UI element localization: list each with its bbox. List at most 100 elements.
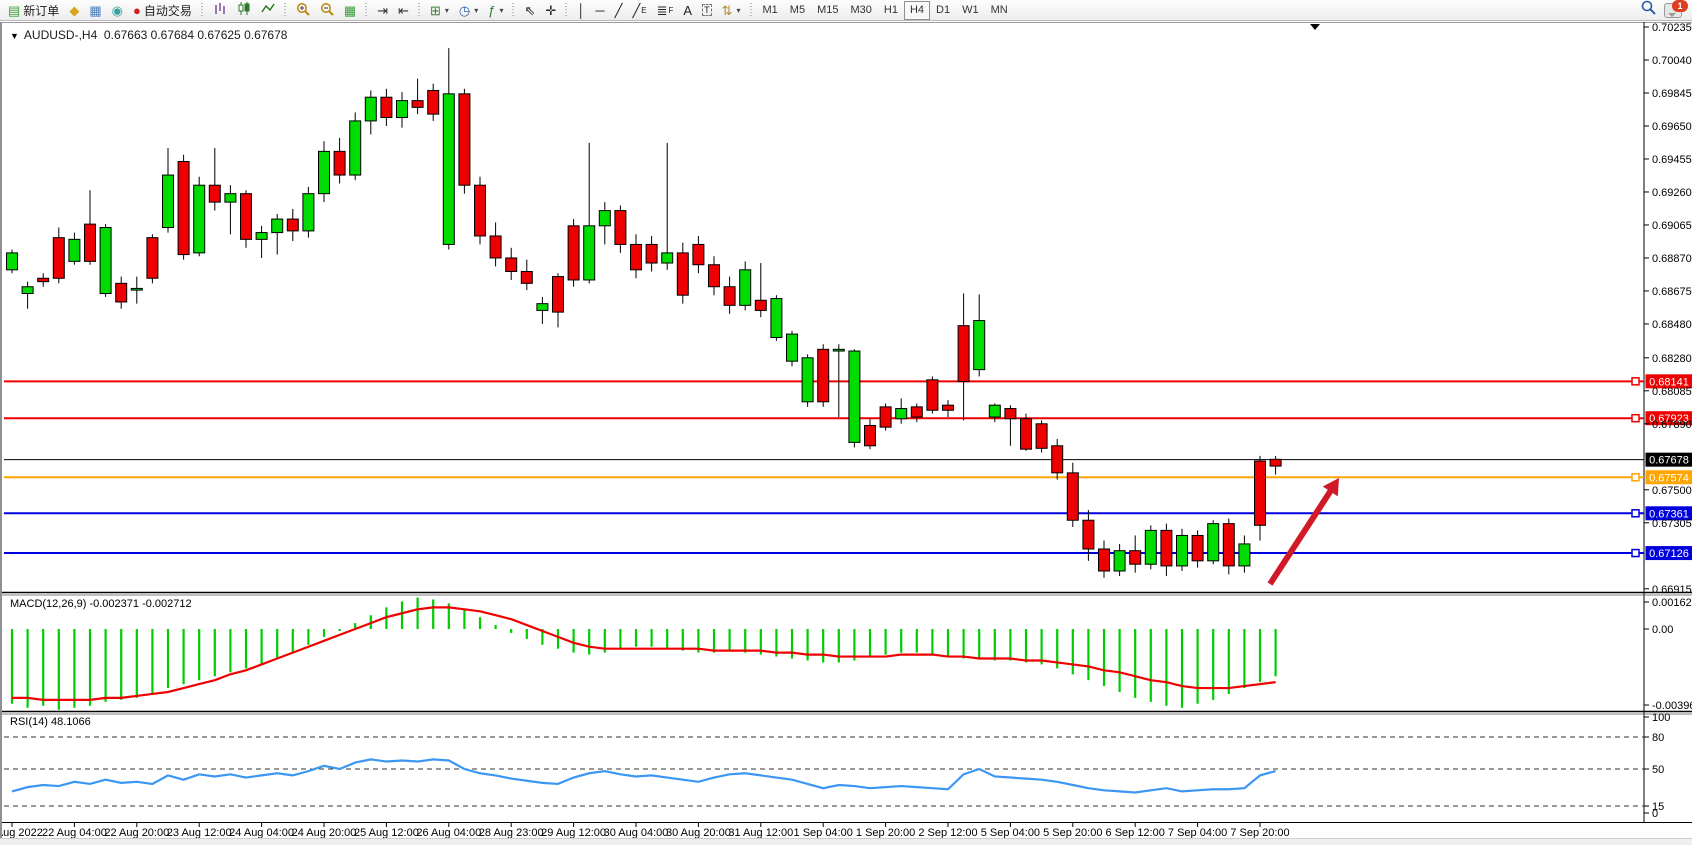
candle xyxy=(505,257,518,273)
dropdown-caret-icon: ▾ xyxy=(499,5,504,15)
time-axis-label: 30 Aug 04:00 xyxy=(604,827,669,839)
chart-shift-button[interactable]: ⇤ xyxy=(393,0,414,21)
market-watch-button[interactable]: ◆ xyxy=(64,0,84,21)
toolbar-separator xyxy=(510,2,518,18)
candle xyxy=(910,406,923,418)
candle xyxy=(567,225,580,281)
chart-shift-icon: ⇤ xyxy=(398,2,409,18)
candle xyxy=(926,379,939,411)
candle xyxy=(162,174,174,229)
chart-title-text: AUDUSD-,H4 0.67663 0.67684 0.67625 0.676… xyxy=(23,28,288,42)
candle xyxy=(973,320,986,371)
chart-canvas[interactable]: 0.68141 0.67923 0.67678 0.67574 0.67361 0.671… xyxy=(2,22,1692,845)
level-anchor-marker[interactable] xyxy=(1631,548,1640,558)
trend-arrow[interactable] xyxy=(1267,484,1337,586)
level-anchor-marker[interactable] xyxy=(1631,509,1640,518)
time-axis-label: 5 Sep 20:00 xyxy=(1043,827,1102,839)
candle xyxy=(1066,472,1079,521)
dropdown-caret-icon: ▾ xyxy=(474,5,479,15)
trend-arrow-head[interactable] xyxy=(1322,478,1339,497)
navigator-icon: ◉ xyxy=(111,2,123,18)
candle xyxy=(630,243,642,271)
candle xyxy=(349,120,362,176)
rsi-indicator-label: RSI(14) 48.1066 xyxy=(10,716,91,728)
search-icon[interactable] xyxy=(1641,0,1656,20)
time-axis-label: 22 Aug 20:00 xyxy=(104,827,169,839)
chart-dropdown-icon[interactable]: ▼ xyxy=(10,31,19,41)
level-anchor-marker[interactable] xyxy=(1631,413,1640,423)
cursor-button[interactable]: ⇖ xyxy=(519,0,540,21)
price-badge-text: 0.67361 xyxy=(1649,508,1689,520)
price-axis-label: 0.67305 xyxy=(1652,518,1692,530)
autotrading-button[interactable]: ● 自动交易 xyxy=(128,0,197,21)
price-badge xyxy=(1645,506,1692,521)
text-label-button[interactable]: T xyxy=(697,0,717,21)
price-axis-label: 0.68675 xyxy=(1652,286,1692,298)
horizontal-line-button[interactable]: ─ xyxy=(590,0,609,21)
timeframe-button-mn[interactable]: MN xyxy=(990,4,1008,16)
time-axis-label: 31 Aug 12:00 xyxy=(728,827,793,839)
candle xyxy=(318,150,330,195)
timeframe-button-m1[interactable]: M1 xyxy=(762,4,778,16)
equidistant-channel-icon: ╱ xyxy=(632,2,641,18)
candle xyxy=(442,93,455,245)
arrows-button[interactable]: ⇅ ▾ xyxy=(717,0,746,21)
templates-button[interactable]: ƒ ▾ xyxy=(483,0,508,21)
candle xyxy=(552,276,564,313)
data-window-button[interactable]: ▦ xyxy=(84,0,106,21)
tile-windows-icon: ▦ xyxy=(343,2,357,18)
auto-scroll-icon: ⇥ xyxy=(377,2,389,18)
candlestick-chart-icon xyxy=(237,2,251,18)
vertical-line-button[interactable]: │ xyxy=(572,0,590,21)
timeframe-button-h1[interactable]: H1 xyxy=(883,4,898,16)
candlestick-chart-button[interactable] xyxy=(232,0,256,21)
candle xyxy=(1160,529,1173,567)
crosshair-button[interactable]: ✛ xyxy=(540,0,561,21)
candle xyxy=(801,357,814,403)
timeframe-button-d1[interactable]: D1 xyxy=(936,4,951,16)
chat-icon[interactable]: 1 xyxy=(1664,0,1688,18)
rsi-axis-label: 100 xyxy=(1652,712,1670,724)
candle xyxy=(1082,519,1095,550)
zoom-out-button[interactable] xyxy=(315,0,339,21)
navigator-button[interactable]: ◉ xyxy=(107,0,128,21)
rsi-axis-label: 15 xyxy=(1652,801,1664,813)
candle xyxy=(739,269,752,306)
candle xyxy=(536,303,549,311)
price-axis-label: 0.67890 xyxy=(1652,419,1692,431)
autotrading-icon: ● xyxy=(132,2,141,18)
candle xyxy=(411,100,424,108)
timeframe-button-m30[interactable]: M30 xyxy=(850,4,872,16)
level-anchor-marker[interactable] xyxy=(1631,473,1640,482)
periods-button[interactable]: ◷ ▾ xyxy=(454,0,483,21)
macd-axis-label: 0.00 xyxy=(1652,624,1673,636)
equidistant-channel-button[interactable]: ╱ E xyxy=(632,2,647,18)
price-axis-label: 0.68480 xyxy=(1652,319,1692,331)
zoom-in-button[interactable] xyxy=(291,0,315,21)
level-anchor-marker[interactable] xyxy=(1631,377,1640,386)
time-axis-label: 24 Aug 20:00 xyxy=(292,827,357,839)
timeframe-button-m15[interactable]: M15 xyxy=(817,4,839,16)
candle xyxy=(520,271,533,284)
new-order-button[interactable]: ▤ 新订单 xyxy=(3,0,64,21)
candle xyxy=(1238,543,1251,567)
tile-windows-button[interactable]: ▦ xyxy=(339,0,361,21)
fibonacci-button[interactable]: ≣ F xyxy=(656,2,674,18)
timeframe-button-m5[interactable]: M5 xyxy=(789,4,806,16)
timeframe-button-h4[interactable]: H4 xyxy=(903,0,931,20)
chart-shift-marker-icon[interactable] xyxy=(1310,24,1320,30)
new-chart-button[interactable]: ⊞ ▾ xyxy=(425,0,454,21)
time-axis-label: 26 Aug 04:00 xyxy=(416,827,481,839)
time-axis-label: 6 Sep 12:00 xyxy=(1106,827,1165,839)
trendline-button[interactable]: ╱ xyxy=(610,0,628,21)
chart-window[interactable]: 0.68141 0.67923 0.67678 0.67574 0.67361 0.671… xyxy=(0,22,1692,845)
timeframe-button-w1[interactable]: W1 xyxy=(962,4,979,16)
candle xyxy=(52,237,65,279)
line-chart-icon xyxy=(261,2,275,18)
bar-chart-button[interactable] xyxy=(208,0,232,21)
price-axis-label: 0.68280 xyxy=(1652,353,1692,365)
auto-scroll-button[interactable]: ⇥ xyxy=(372,0,393,21)
line-chart-button[interactable] xyxy=(256,0,280,21)
price-badge-text: 0.67574 xyxy=(1649,472,1689,484)
text-button[interactable]: A xyxy=(678,0,697,21)
